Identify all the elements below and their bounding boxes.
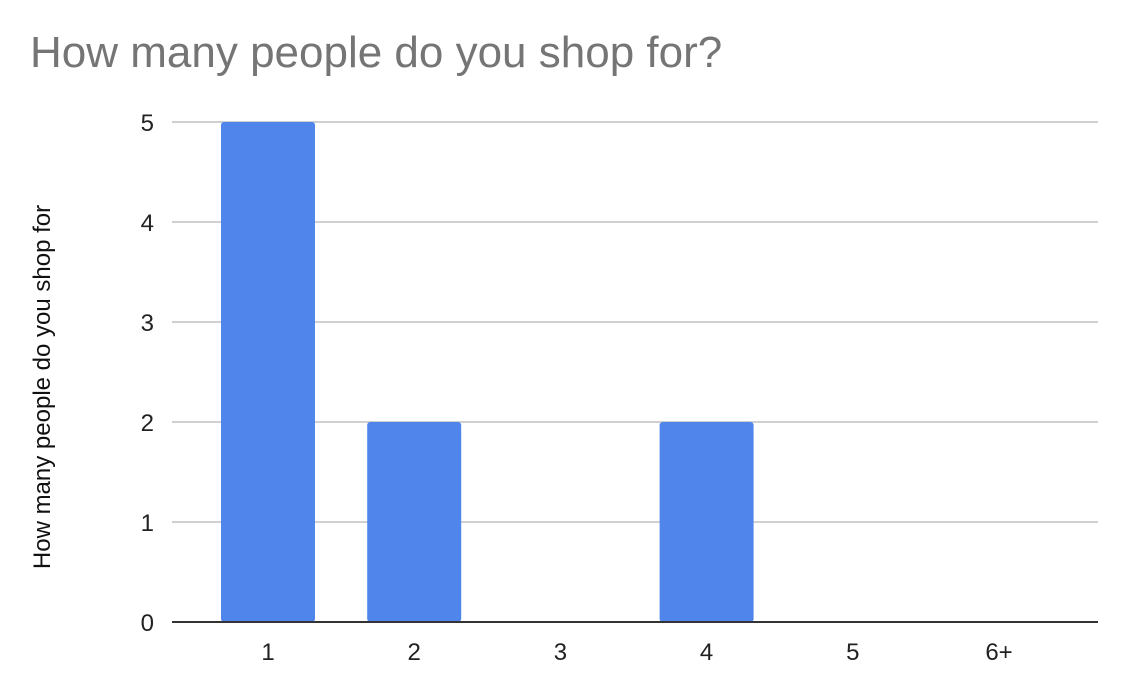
- y-tick-label: 0: [141, 610, 154, 637]
- x-tick-label: 2: [408, 639, 421, 666]
- bars: [221, 122, 754, 622]
- y-tick-label: 4: [141, 210, 154, 237]
- y-tick-labels: 0 1 2 3 4 5: [141, 110, 154, 637]
- y-axis-label: How many people do you shop for: [29, 205, 56, 569]
- y-tick-label: 2: [141, 410, 154, 437]
- chart-title: How many people do you shop for?: [30, 28, 723, 77]
- gridlines: [172, 121, 1098, 523]
- x-tick-label: 6+: [985, 639, 1012, 666]
- x-tick-label: 4: [700, 639, 713, 666]
- x-tick-label: 3: [554, 639, 567, 666]
- x-tick-label: 1: [261, 639, 274, 666]
- x-tick-label: 5: [846, 639, 859, 666]
- bar-2: [367, 422, 462, 622]
- y-tick-label: 3: [141, 310, 154, 337]
- y-tick-label: 1: [141, 510, 154, 537]
- y-tick-label: 5: [141, 110, 154, 137]
- bar-4: [659, 422, 754, 622]
- x-tick-labels: 1 2 3 4 5 6+: [261, 639, 1012, 666]
- bar-1: [221, 122, 315, 622]
